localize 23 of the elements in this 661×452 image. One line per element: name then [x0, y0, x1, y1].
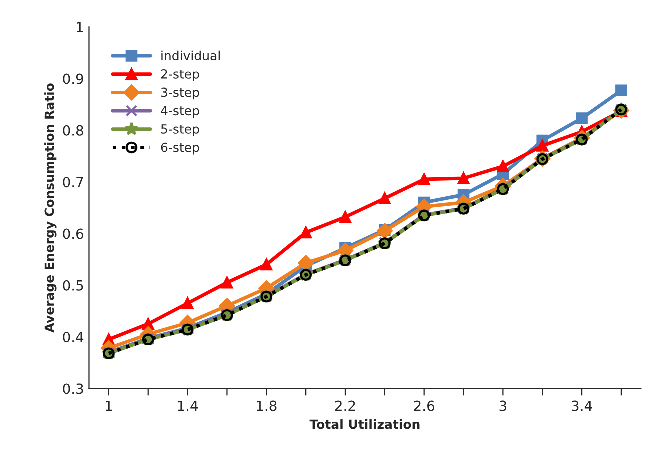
y-axis-title: Average Energy Consumption Ratio: [44, 84, 57, 333]
x-tick-label: 1: [106, 400, 112, 412]
y-tick-label: 0.3: [63, 384, 84, 394]
legend-label: 6-step: [161, 142, 200, 155]
legend-label: 2-step: [161, 69, 200, 82]
x-tick-label: 3.4: [572, 400, 592, 412]
y-tick-label: 0.8: [63, 125, 84, 136]
x-tick-label: 1.4: [178, 400, 198, 412]
y-tick-label: 0.4: [63, 332, 84, 343]
legend-label: 3-step: [161, 88, 200, 100]
x-tick-label: 2.6: [414, 400, 435, 412]
y-tick-label: 1: [77, 22, 84, 32]
y-tick-label: 0.6: [63, 228, 84, 240]
x-axis-title: Total Utilization: [310, 420, 420, 430]
x-tick-label: 3: [500, 400, 506, 412]
y-tick-label: 0.7: [63, 177, 84, 188]
y-tick-label: 0.9: [63, 74, 84, 84]
x-tick-label: 2.2: [335, 400, 356, 412]
y-tick-label: 0.5: [63, 280, 84, 291]
legend-label: 5-step: [161, 124, 200, 136]
x-tick-label: 1.8: [257, 400, 277, 412]
legend-label: individual: [162, 50, 220, 61]
legend-label: 4-step: [161, 106, 200, 118]
